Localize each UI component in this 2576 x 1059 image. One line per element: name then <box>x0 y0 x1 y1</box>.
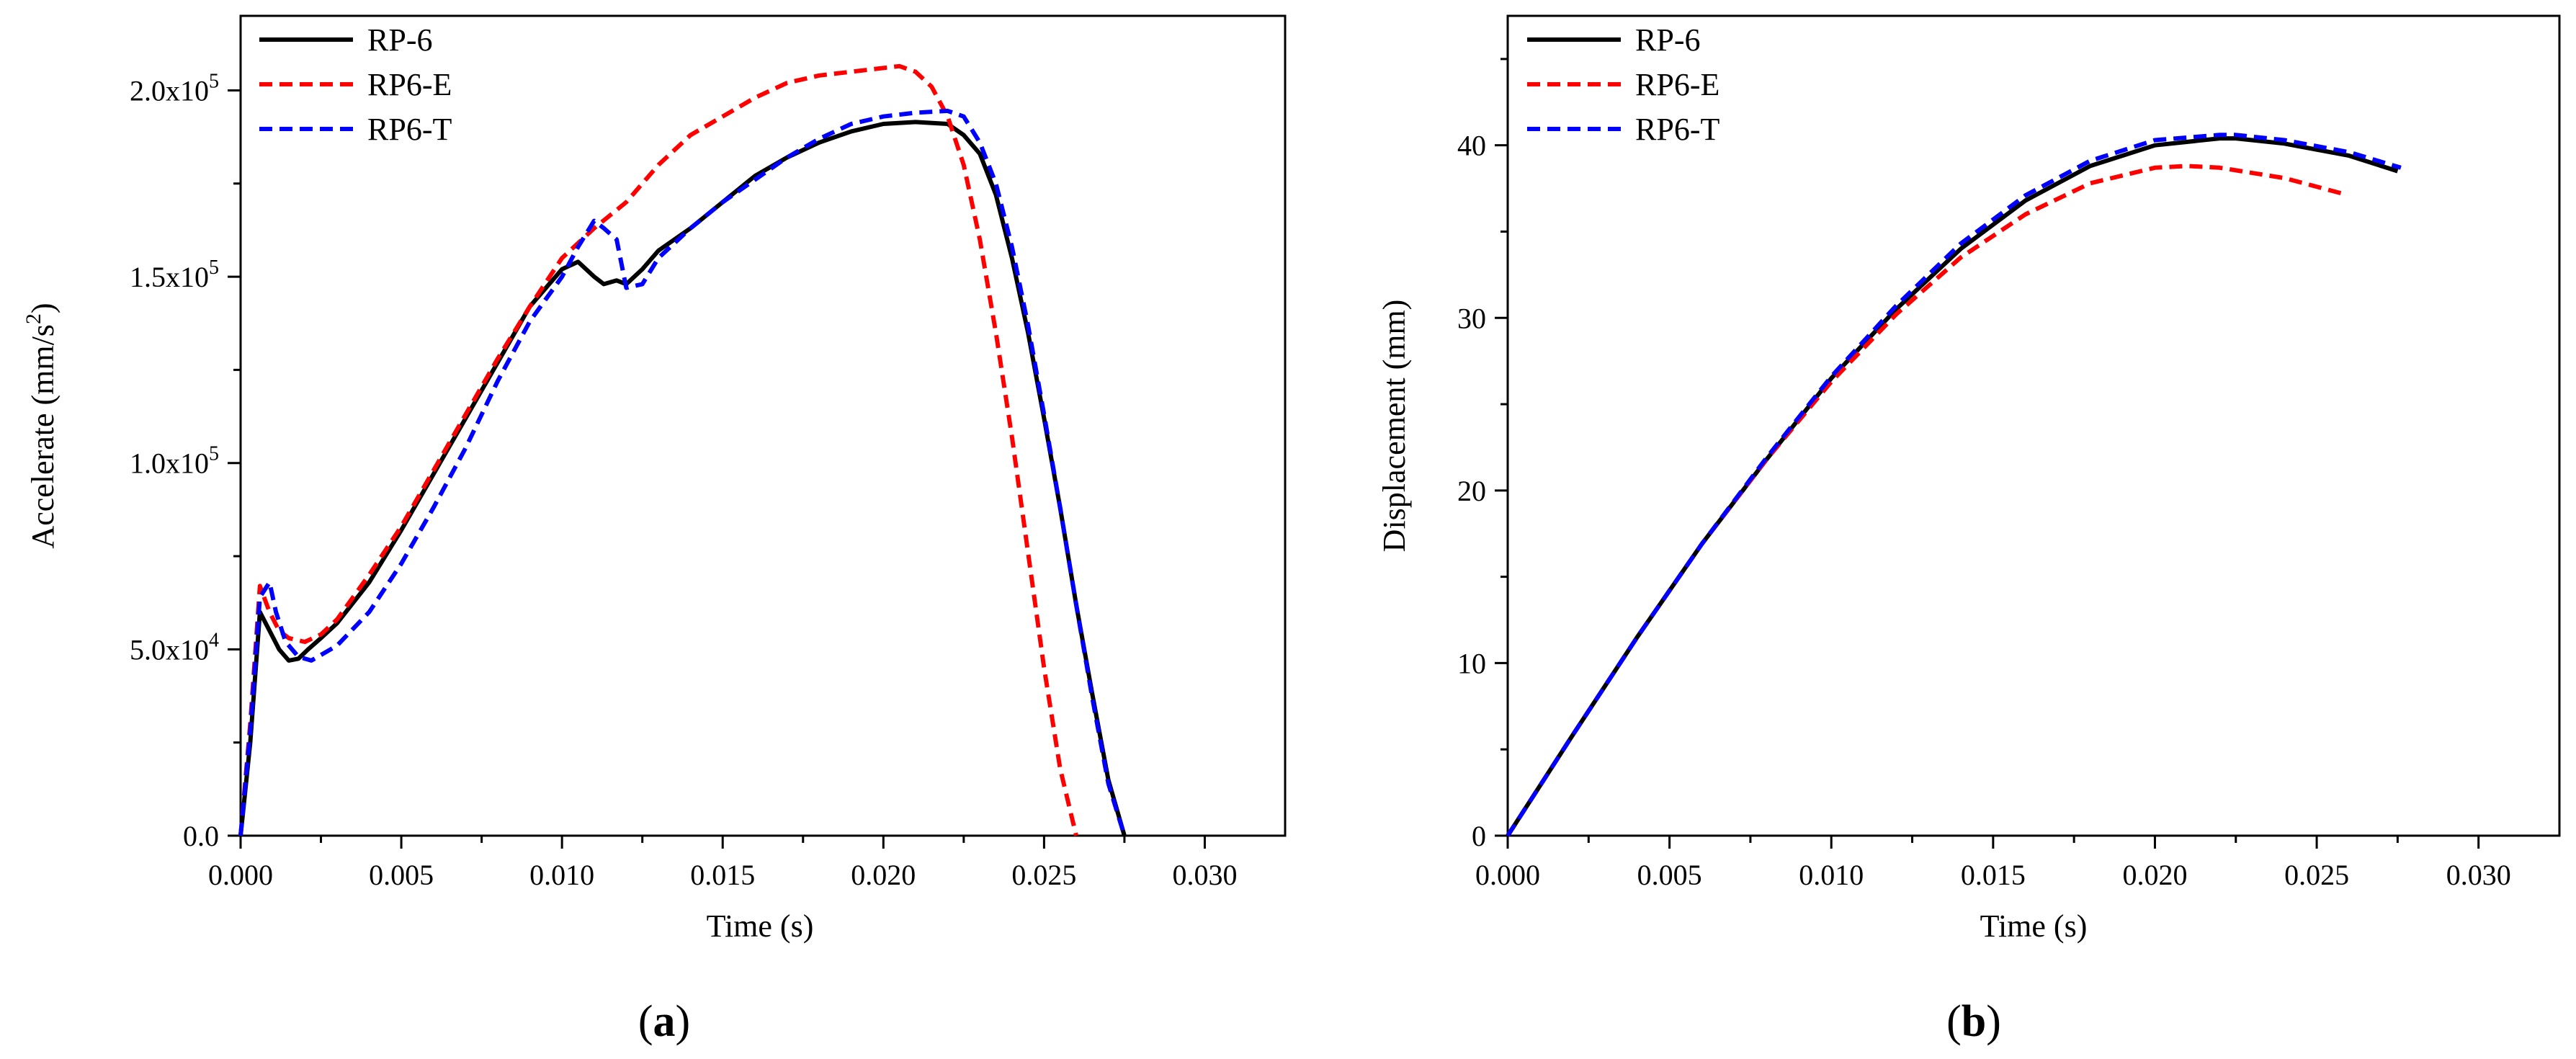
y-tick-label: 20 <box>1457 475 1486 507</box>
series-line-rp-6 <box>1506 136 2399 837</box>
y-axis-ticks: 0 10 20 30 40 <box>1457 58 1508 852</box>
series-group <box>238 63 1127 836</box>
series-line-rp6-t <box>238 108 1127 836</box>
plot-frame <box>239 14 1287 837</box>
x-tick-label: 0.025 <box>2284 859 2349 891</box>
legend-label: RP-6 <box>1635 22 1700 58</box>
x-tick-label: 0.030 <box>1172 859 1237 891</box>
panel-label: (b) <box>1946 997 2001 1046</box>
x-axis-ticks: 0.000 0.005 0.010 0.015 0.020 0.025 0.030 <box>1475 836 2511 891</box>
series-line-rp-6 <box>238 120 1127 836</box>
series-line-rp6-e <box>1506 164 2343 837</box>
x-tick-label: 0.000 <box>1475 859 1540 891</box>
y-tick-label: 0.0 <box>183 820 219 852</box>
x-tick-label: 0.005 <box>369 859 434 891</box>
y-tick-label: 40 <box>1457 130 1486 162</box>
series-line-rp6-e <box>238 63 1078 836</box>
y-tick-label: 1.0x105 <box>130 443 219 480</box>
legend-label: RP-6 <box>367 22 432 58</box>
legend: RP-6 RP6-E RP6-T <box>259 22 452 147</box>
legend-label: RP6-T <box>367 112 452 147</box>
y-axis-title: Accelerate (mm/s2) <box>22 303 61 548</box>
legend-label: RP6-E <box>367 67 452 102</box>
y-tick-label: 1.5x105 <box>130 256 219 293</box>
plot-frame <box>1506 14 2561 837</box>
legend-label: RP6-T <box>1635 112 1719 147</box>
y-tick-label: 5.0x104 <box>130 629 219 666</box>
x-tick-label: 0.020 <box>2122 859 2187 891</box>
x-axis-title: Time (s) <box>707 908 814 944</box>
x-tick-label: 0.015 <box>1961 859 2026 891</box>
x-tick-label: 0.015 <box>690 859 755 891</box>
panel-a-acceleration-chart: 0.000 0.005 0.010 0.015 0.020 0.025 0.030 0.0 5… <box>22 14 1287 1046</box>
y-axis-ticks: 0.0 5.0x104 1.0x105 1.5x105 2.0x105 <box>130 70 241 852</box>
x-tick-label: 0.010 <box>529 859 594 891</box>
legend: RP-6 RP6-E RP6-T <box>1527 22 1719 147</box>
x-tick-label: 0.005 <box>1637 859 1702 891</box>
series-group <box>1506 133 2402 837</box>
x-axis-ticks: 0.000 0.005 0.010 0.015 0.020 0.025 0.030 <box>208 836 1237 891</box>
x-tick-label: 0.025 <box>1011 859 1076 891</box>
y-tick-label: 2.0x105 <box>130 70 219 107</box>
panel-label: (a) <box>638 997 690 1046</box>
y-tick-label: 30 <box>1457 302 1486 334</box>
legend-label: RP6-E <box>1635 67 1719 102</box>
series-line-rp6-t <box>1506 133 2402 837</box>
x-tick-label: 0.030 <box>2446 859 2511 891</box>
y-tick-label: 0 <box>1472 820 1486 852</box>
x-tick-label: 0.000 <box>208 859 273 891</box>
x-tick-label: 0.020 <box>851 859 916 891</box>
x-axis-title: Time (s) <box>1980 908 2088 944</box>
panel-b-displacement-chart: 0.000 0.005 0.010 0.015 0.020 0.025 0.030 0 10 2… <box>1377 14 2561 1046</box>
x-tick-label: 0.010 <box>1799 859 1864 891</box>
y-tick-label: 10 <box>1457 647 1486 679</box>
y-axis-title: Displacement (mm) <box>1377 300 1412 553</box>
